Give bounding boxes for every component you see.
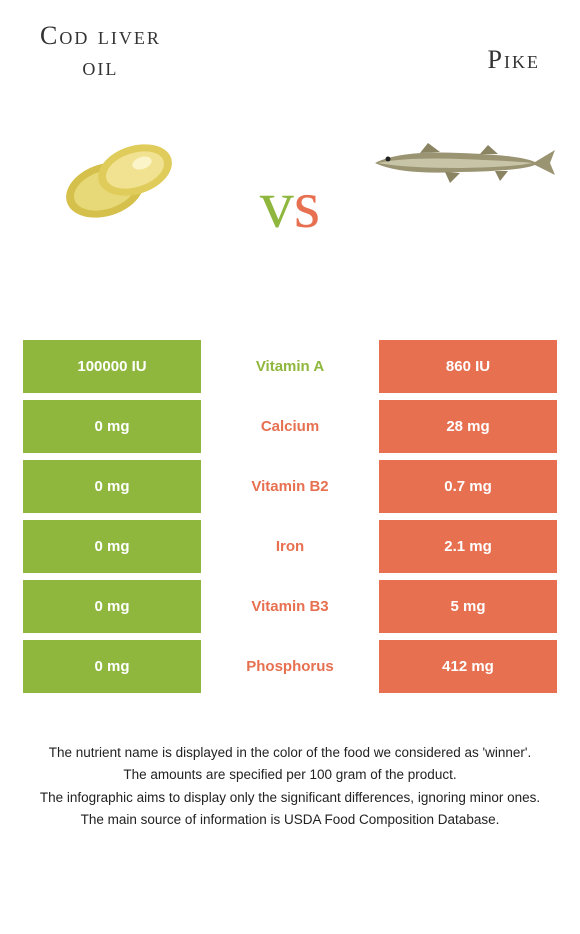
table-row: 0 mgVitamin B20.7 mg [23,460,557,513]
title-left-line1: Cod liver [40,21,161,50]
title-left-line2: oil [82,52,118,81]
value-right: 412 mg [379,640,557,693]
value-left: 0 mg [23,640,201,693]
header: Cod liver oil Pike v s [0,0,580,260]
nutrient-name: Vitamin B2 [201,460,379,513]
footer-line3: The infographic aims to display only the… [20,788,560,808]
footer-notes: The nutrient name is displayed in the co… [0,743,580,830]
value-right: 0.7 mg [379,460,557,513]
value-right: 28 mg [379,400,557,453]
nutrient-table: 100000 IUVitamin A860 IU0 mgCalcium28 mg… [23,340,557,693]
table-row: 0 mgIron2.1 mg [23,520,557,573]
value-left: 0 mg [23,580,201,633]
footer-line2: The amounts are specified per 100 gram o… [20,765,560,785]
value-left: 0 mg [23,520,201,573]
value-right: 860 IU [379,340,557,393]
vs-label: v s [260,165,320,244]
nutrient-name: Vitamin A [201,340,379,393]
value-left: 0 mg [23,400,201,453]
nutrient-name: Vitamin B3 [201,580,379,633]
table-row: 0 mgVitamin B35 mg [23,580,557,633]
value-left: 100000 IU [23,340,201,393]
vs-v: v [260,165,294,244]
table-row: 0 mgPhosphorus412 mg [23,640,557,693]
value-left: 0 mg [23,460,201,513]
pike-image [370,135,560,195]
cod-liver-oil-image [60,125,180,240]
table-row: 0 mgCalcium28 mg [23,400,557,453]
nutrient-name: Calcium [201,400,379,453]
nutrient-name: Phosphorus [201,640,379,693]
footer-line4: The main source of information is USDA F… [20,810,560,830]
footer-line1: The nutrient name is displayed in the co… [20,743,560,763]
value-right: 5 mg [379,580,557,633]
nutrient-name: Iron [201,520,379,573]
table-row: 100000 IUVitamin A860 IU [23,340,557,393]
value-right: 2.1 mg [379,520,557,573]
vs-s: s [294,165,320,244]
